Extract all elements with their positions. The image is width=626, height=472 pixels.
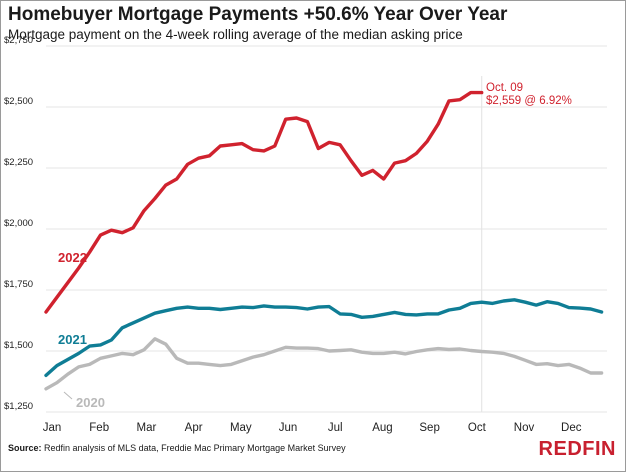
- annotation-label: Oct. 09: [486, 82, 523, 94]
- y-tick-label: $1,250: [4, 401, 33, 412]
- series-line-2020: [44, 337, 604, 391]
- x-tick-label: Feb: [89, 422, 109, 434]
- source-note: Source: Redfin analysis of MLS data, Fre…: [8, 443, 346, 453]
- x-tick-label: May: [230, 422, 252, 434]
- redfin-logo: REDFIN: [538, 438, 616, 460]
- series-label-2022: 2022: [58, 250, 87, 265]
- y-tick-label: $2,500: [4, 96, 33, 107]
- axis-layer: $1,250 $1,500 $1,750 $2,000 $2,250 $2,500 $2,7…: [4, 35, 582, 434]
- x-tick-label: Nov: [514, 422, 535, 434]
- x-tick-label: Jan: [43, 422, 62, 434]
- source-label: Source:: [8, 443, 42, 453]
- chart-subtitle: Mortgage payment on the 4-week rolling a…: [8, 27, 463, 42]
- y-tick-label: $1,500: [4, 340, 33, 351]
- x-tick-label: Jun: [279, 422, 298, 434]
- y-tick-label: $2,000: [4, 218, 33, 229]
- x-tick-label: Apr: [185, 422, 203, 434]
- source-text: Redfin analysis of MLS data, Freddie Mac…: [44, 443, 346, 453]
- chart-title: Homebuyer Mortgage Payments +50.6% Year …: [8, 4, 508, 25]
- series-label-2020: 2020: [76, 395, 105, 410]
- series-line-2022: [44, 90, 484, 314]
- y-tick-label: $1,750: [4, 279, 33, 290]
- x-tick-label: Dec: [561, 422, 582, 434]
- x-tick-label: Mar: [137, 422, 157, 434]
- grid-layer: [46, 45, 607, 413]
- annotation-label: $2,559 @ 6.92%: [486, 95, 572, 107]
- label-layer: 2022 2021 2020 Oct. 09$2,559 @ 6.92%: [58, 82, 572, 410]
- series-label-2021: 2021: [58, 332, 87, 347]
- x-tick-label: Sep: [419, 422, 439, 434]
- series-line-2021: [44, 298, 604, 378]
- x-tick-label: Aug: [372, 422, 392, 434]
- line-layer: [44, 90, 604, 391]
- x-tick-label: Oct: [468, 422, 487, 434]
- y-tick-label: $2,250: [4, 157, 33, 168]
- x-tick-label: Jul: [328, 422, 343, 434]
- series-label-leader: [63, 391, 73, 400]
- y-tick-label: $2,750: [4, 35, 33, 46]
